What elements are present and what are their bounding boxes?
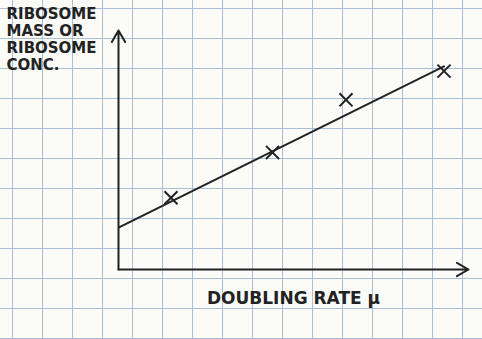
svg-text:RIBOSOMEMASS ORRIBOSOMECONC.: RIBOSOMEMASS ORRIBOSOMECONC.	[7, 5, 97, 75]
svg-text:DOUBLING RATE μ: DOUBLING RATE μ	[207, 288, 380, 308]
